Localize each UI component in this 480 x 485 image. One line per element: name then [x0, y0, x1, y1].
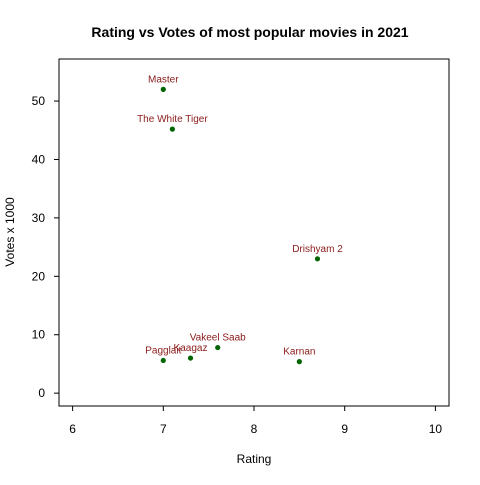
chart-marks: 6 7 8 9 10 0 10 20 30 40 50 Master The White Tiger Dr… — [32, 74, 443, 436]
data-point — [160, 86, 166, 92]
point-label: Vakeel Saab — [190, 333, 246, 344]
chart-title: Rating vs Votes of most popular movies i… — [91, 24, 408, 40]
y-tick-label: 10 — [32, 328, 46, 342]
point-label: The White Tiger — [137, 114, 208, 125]
point-label: Kaagaz — [174, 343, 208, 354]
data-point — [314, 256, 321, 262]
y-tick-label: 50 — [32, 94, 46, 108]
data-point — [160, 357, 166, 364]
x-tick-label: 9 — [341, 422, 348, 436]
data-point — [169, 126, 175, 132]
y-tick-label: 40 — [32, 152, 46, 166]
y-tick-label: 0 — [38, 386, 45, 400]
y-tick-label: 30 — [32, 211, 46, 225]
point-label: Pagglait — [145, 345, 181, 356]
y-axis-label: Votes x 1000 — [3, 197, 17, 267]
data-point — [215, 344, 221, 351]
x-tick-label: 7 — [160, 422, 167, 436]
y-tick-label: 20 — [32, 269, 46, 283]
data-point — [187, 355, 194, 361]
x-axis-label: Rating — [237, 452, 272, 466]
x-tick-label: 8 — [251, 422, 258, 436]
point-label: Drishyam 2 — [292, 244, 343, 255]
data-point — [296, 359, 302, 365]
x-tick-label: 6 — [69, 422, 76, 436]
point-label: Master — [148, 74, 179, 85]
x-tick-label: 10 — [429, 422, 443, 436]
plot-frame — [58, 58, 450, 407]
point-label: Karnan — [283, 347, 315, 358]
